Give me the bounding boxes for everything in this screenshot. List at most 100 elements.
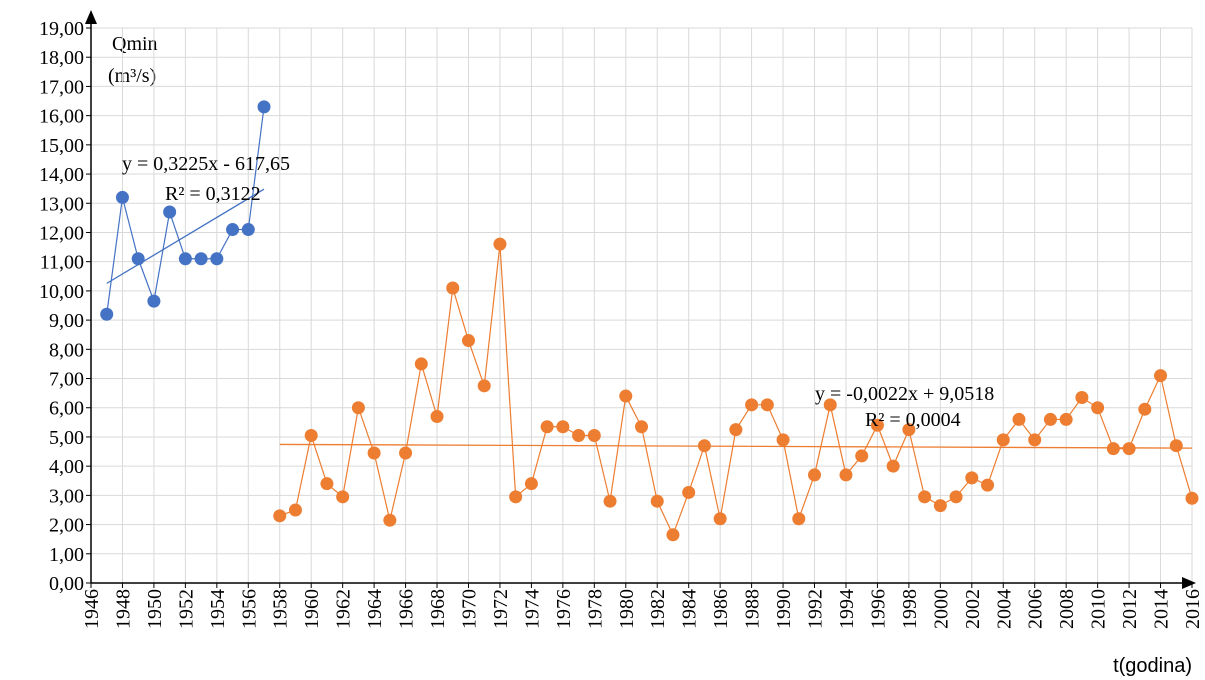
data-point xyxy=(304,428,318,442)
data-point xyxy=(288,503,302,517)
data-point xyxy=(808,468,822,482)
y-tick-label: 1,00 xyxy=(49,544,84,566)
data-point xyxy=(666,528,680,542)
data-point xyxy=(1122,442,1136,456)
data-point xyxy=(823,398,837,412)
y-tick-label: 15,00 xyxy=(39,135,84,157)
data-point xyxy=(556,420,570,434)
data-point xyxy=(273,509,287,523)
trendline xyxy=(279,443,1193,449)
data-point xyxy=(1154,369,1168,383)
x-tick-label: 1958 xyxy=(270,589,292,629)
x-tick-label: 1990 xyxy=(773,589,795,629)
data-point xyxy=(855,449,869,463)
data-point xyxy=(414,357,428,371)
data-point xyxy=(1059,412,1073,426)
data-point xyxy=(839,468,853,482)
x-tick-label: 1994 xyxy=(836,589,858,629)
x-axis-arrow xyxy=(1182,577,1196,589)
trendline xyxy=(106,188,265,284)
data-point xyxy=(178,252,192,266)
trendline-r2: R² = 0,3122 xyxy=(165,183,261,205)
data-point xyxy=(1106,442,1120,456)
data-point xyxy=(1091,401,1105,415)
y-tick-label: 14,00 xyxy=(39,164,84,186)
data-point xyxy=(210,252,224,266)
data-point xyxy=(886,459,900,473)
x-tick-label: 1978 xyxy=(584,589,606,629)
data-point xyxy=(635,420,648,434)
y-tick-label: 19,00 xyxy=(39,18,84,40)
y-tick-label: 17,00 xyxy=(39,76,84,98)
data-point xyxy=(619,389,633,403)
data-point xyxy=(509,490,523,504)
y-tick-label: 13,00 xyxy=(39,193,84,215)
data-point xyxy=(996,433,1010,447)
data-point xyxy=(367,446,381,460)
x-tick-label: 1950 xyxy=(144,589,166,629)
y-tick-label: 4,00 xyxy=(49,456,84,478)
x-tick-label: 1962 xyxy=(333,589,355,629)
data-point xyxy=(902,423,916,437)
y-tick-label: 0,00 xyxy=(49,573,84,595)
data-point xyxy=(1028,433,1042,447)
data-point xyxy=(194,252,208,266)
data-point xyxy=(776,433,790,447)
data-point xyxy=(572,428,586,442)
data-point xyxy=(351,401,365,415)
data-point xyxy=(163,205,177,219)
y-tick-label: 2,00 xyxy=(49,515,84,537)
x-tick-label: 1980 xyxy=(616,589,638,629)
y-tick-label: 11,00 xyxy=(40,252,84,274)
data-point xyxy=(682,485,696,499)
y-axis-unit: (m³/s) xyxy=(108,65,156,87)
y-tick-label: 3,00 xyxy=(49,485,84,507)
data-point xyxy=(461,334,475,348)
x-tick-label: 1988 xyxy=(742,589,764,629)
data-point xyxy=(100,307,114,321)
trendline-equation: y = -0,0022x + 9,0518 xyxy=(815,383,994,405)
x-tick-label: 2004 xyxy=(993,589,1015,629)
x-tick-label: 2006 xyxy=(1025,589,1047,629)
x-tick-label: 2000 xyxy=(930,589,952,629)
data-point xyxy=(131,252,145,266)
data-point xyxy=(1012,412,1026,426)
y-tick-label: 16,00 xyxy=(39,106,84,128)
data-point xyxy=(760,398,774,412)
x-tick-label: 1948 xyxy=(112,589,134,629)
y-tick-label: 9,00 xyxy=(49,310,84,332)
y-axis-label: Qmin xyxy=(112,33,158,55)
y-axis-arrow xyxy=(85,10,97,24)
x-tick-label: 1976 xyxy=(553,589,575,629)
data-point xyxy=(446,281,460,295)
data-point xyxy=(965,471,979,485)
data-point xyxy=(587,428,601,442)
data-point xyxy=(257,100,271,114)
data-point xyxy=(603,494,617,508)
data-point xyxy=(540,420,554,434)
x-axis-label: t(godina) xyxy=(1113,655,1192,677)
data-point xyxy=(713,512,727,526)
y-tick-label: 18,00 xyxy=(39,47,84,69)
y-tick-label: 10,00 xyxy=(39,281,84,303)
data-point xyxy=(336,490,350,504)
x-tick-label: 1946 xyxy=(81,589,103,629)
data-point xyxy=(933,499,947,513)
data-point xyxy=(650,494,664,508)
x-tick-label: 2010 xyxy=(1088,589,1110,629)
x-tick-label: 1974 xyxy=(521,589,543,629)
data-point xyxy=(1169,439,1183,453)
data-point xyxy=(1043,412,1057,426)
data-point xyxy=(430,410,444,423)
data-point xyxy=(524,477,538,491)
data-point xyxy=(745,398,759,412)
x-tick-label: 2016 xyxy=(1182,589,1204,629)
trendline-equation: y = 0,3225x - 617,65 xyxy=(122,153,290,175)
x-tick-label: 2002 xyxy=(962,589,984,629)
x-tick-label: 1982 xyxy=(647,589,669,629)
x-tick-label: 1964 xyxy=(364,589,386,629)
x-tick-label: 2014 xyxy=(1151,589,1173,629)
data-point xyxy=(792,512,806,526)
x-tick-label: 1952 xyxy=(175,589,197,629)
x-tick-label: 1956 xyxy=(238,589,260,629)
